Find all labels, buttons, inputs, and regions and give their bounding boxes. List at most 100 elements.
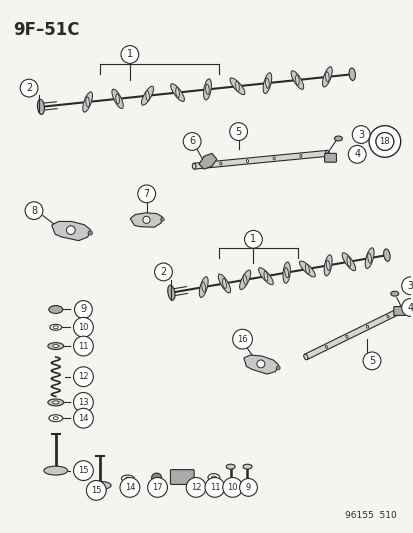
Polygon shape	[52, 221, 90, 240]
Polygon shape	[193, 150, 327, 169]
Circle shape	[74, 461, 93, 480]
Circle shape	[239, 479, 257, 496]
Circle shape	[186, 478, 206, 497]
Ellipse shape	[203, 79, 211, 100]
Ellipse shape	[141, 86, 153, 105]
Ellipse shape	[325, 260, 329, 270]
Ellipse shape	[175, 87, 179, 98]
Text: 3: 3	[357, 130, 363, 140]
Text: 12: 12	[78, 372, 88, 381]
Polygon shape	[130, 213, 162, 227]
Ellipse shape	[258, 268, 273, 285]
Ellipse shape	[116, 94, 119, 104]
Circle shape	[120, 478, 140, 497]
Text: 2: 2	[26, 83, 32, 93]
Circle shape	[121, 46, 138, 63]
Circle shape	[401, 298, 413, 317]
Text: 1: 1	[126, 50, 133, 60]
Circle shape	[88, 231, 92, 235]
Ellipse shape	[53, 417, 58, 419]
Ellipse shape	[284, 268, 288, 278]
Ellipse shape	[243, 274, 247, 285]
Ellipse shape	[89, 481, 111, 489]
Text: 96155  510: 96155 510	[344, 511, 396, 520]
Ellipse shape	[265, 78, 268, 88]
Text: 15: 15	[78, 466, 88, 475]
Circle shape	[275, 366, 280, 370]
Circle shape	[204, 478, 224, 497]
Ellipse shape	[364, 248, 373, 269]
FancyBboxPatch shape	[324, 154, 336, 162]
Ellipse shape	[205, 84, 209, 94]
Ellipse shape	[323, 255, 331, 276]
Circle shape	[74, 367, 93, 386]
Ellipse shape	[85, 97, 89, 107]
Ellipse shape	[121, 475, 134, 482]
Circle shape	[74, 392, 93, 413]
Ellipse shape	[48, 399, 64, 406]
Text: 12: 12	[190, 483, 201, 492]
Ellipse shape	[201, 282, 205, 292]
Text: 4: 4	[406, 303, 413, 312]
Ellipse shape	[246, 159, 248, 163]
Text: 10: 10	[78, 323, 88, 332]
Ellipse shape	[341, 253, 355, 271]
Text: 10: 10	[227, 483, 237, 492]
Ellipse shape	[49, 415, 62, 422]
Ellipse shape	[263, 271, 267, 281]
Ellipse shape	[53, 326, 58, 329]
Circle shape	[74, 408, 93, 428]
Ellipse shape	[273, 157, 275, 160]
Ellipse shape	[386, 315, 388, 318]
Ellipse shape	[383, 249, 389, 261]
FancyBboxPatch shape	[393, 306, 405, 316]
Text: 14: 14	[78, 414, 88, 423]
Circle shape	[160, 217, 164, 221]
Ellipse shape	[199, 277, 208, 297]
Text: 7: 7	[143, 189, 150, 199]
Ellipse shape	[322, 67, 331, 87]
Ellipse shape	[239, 270, 250, 289]
Text: 14: 14	[124, 483, 135, 492]
Circle shape	[20, 79, 38, 97]
Ellipse shape	[406, 304, 410, 309]
Ellipse shape	[334, 136, 342, 141]
Circle shape	[138, 185, 155, 203]
Text: 11: 11	[78, 342, 88, 351]
Ellipse shape	[207, 473, 219, 481]
Ellipse shape	[170, 84, 184, 101]
Ellipse shape	[50, 324, 62, 330]
Text: 15: 15	[91, 486, 101, 495]
Circle shape	[256, 360, 264, 368]
Ellipse shape	[218, 274, 230, 293]
Text: 9F–51C: 9F–51C	[13, 21, 80, 39]
Circle shape	[142, 216, 150, 223]
Ellipse shape	[44, 466, 67, 475]
Ellipse shape	[49, 305, 62, 313]
Circle shape	[25, 202, 43, 220]
Ellipse shape	[305, 264, 309, 274]
Text: 9: 9	[245, 483, 251, 492]
Circle shape	[232, 329, 252, 349]
Circle shape	[362, 352, 380, 370]
Circle shape	[183, 133, 201, 150]
Text: 9: 9	[80, 304, 86, 314]
Ellipse shape	[242, 464, 252, 469]
Circle shape	[74, 336, 93, 356]
Text: 6: 6	[189, 136, 195, 147]
Circle shape	[229, 123, 247, 141]
Ellipse shape	[295, 75, 299, 85]
Circle shape	[351, 126, 369, 143]
Ellipse shape	[211, 476, 216, 479]
Ellipse shape	[348, 68, 355, 80]
Text: 2: 2	[160, 267, 166, 277]
Text: 8: 8	[31, 206, 37, 216]
Ellipse shape	[167, 285, 175, 300]
Circle shape	[401, 277, 413, 295]
Ellipse shape	[299, 155, 301, 157]
Ellipse shape	[235, 81, 239, 92]
Ellipse shape	[219, 162, 221, 165]
Text: 17: 17	[152, 483, 162, 492]
Ellipse shape	[325, 345, 327, 348]
Ellipse shape	[229, 78, 244, 95]
